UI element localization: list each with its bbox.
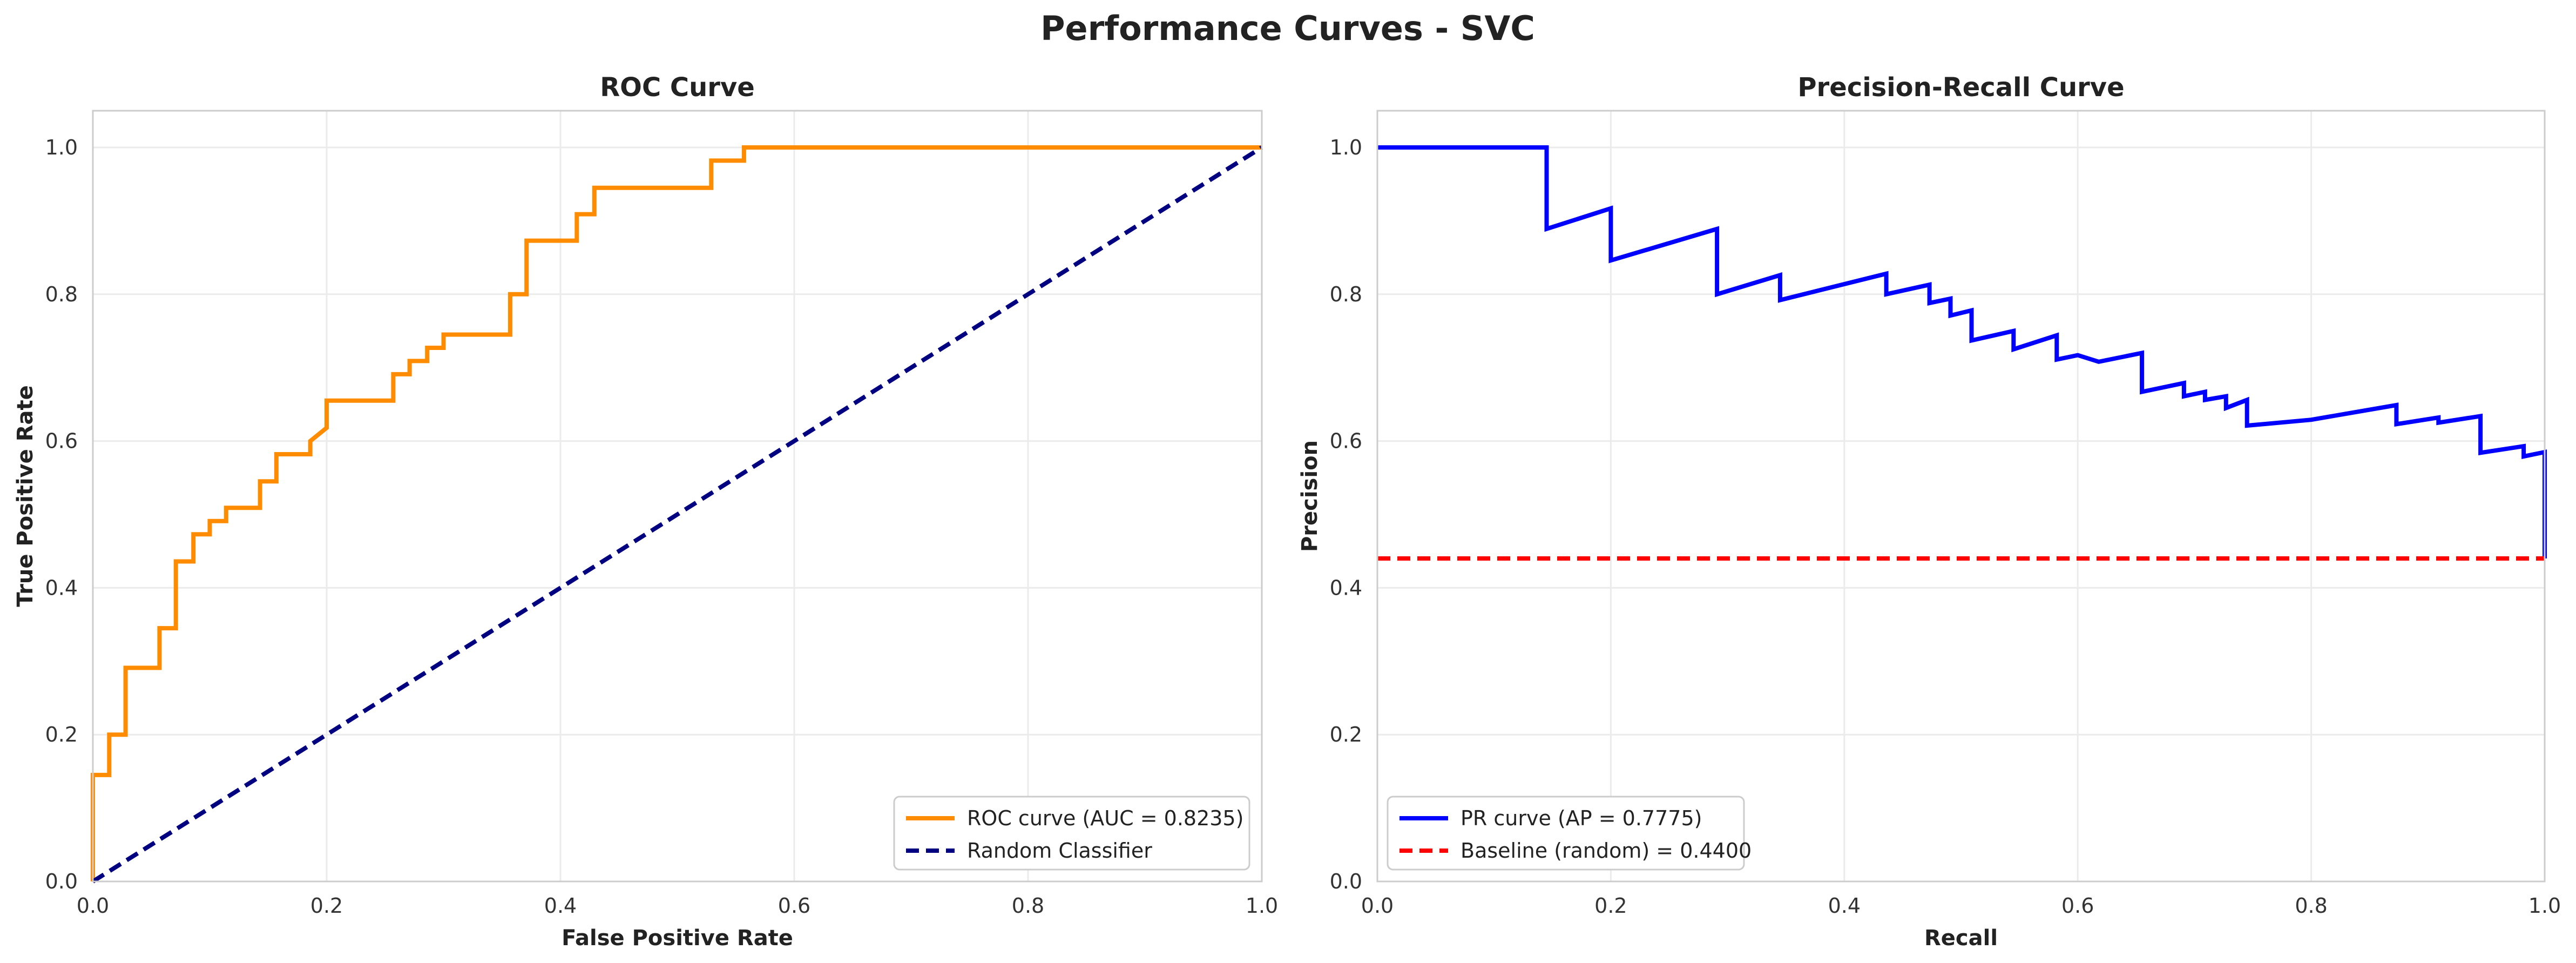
pr-legend-label-1: Baseline (random) = 0.4400 <box>1461 839 1752 863</box>
pr-ytick-label-5: 1.0 <box>1330 136 1362 159</box>
roc-xtick-label-4: 0.8 <box>1012 894 1044 918</box>
roc-xtick-label-0: 0.0 <box>77 894 109 918</box>
pr-legend-box <box>1387 796 1745 871</box>
roc-xtick-label-1: 0.2 <box>310 894 343 918</box>
pr-xtick-label-2: 0.4 <box>1828 894 1861 918</box>
pr-series-0-line <box>1377 145 2547 558</box>
pr-panel: 0.0 0.2 0.4 0.6 0.8 1.0 0.0 0.2 0.4 0.6 0.8 1.0 Prec… <box>1297 72 2561 951</box>
pr-axes-frame <box>1376 110 2546 883</box>
roc-ytick-label-0: 0.0 <box>45 870 78 893</box>
pr-ytick-label-4: 0.8 <box>1330 282 1362 306</box>
roc-legend-label-0: ROC curve (AUC = 0.8235) <box>967 806 1243 830</box>
roc-xtick-label-5: 1.0 <box>1246 894 1278 918</box>
pr-xtick-label-3: 0.6 <box>2061 894 2094 918</box>
pr-legend-label-0: PR curve (AP = 0.7775) <box>1461 806 1702 830</box>
pr-ylabel: Precision <box>1297 440 1322 552</box>
roc-ytick-label-3: 0.6 <box>45 429 78 453</box>
roc-series-0-line <box>91 145 1262 881</box>
pr-xtick-label-5: 1.0 <box>2528 894 2561 918</box>
roc-axes-frame <box>92 110 1263 883</box>
figure-title: Performance Curves - SVC <box>1040 9 1535 48</box>
pr-ytick-label-3: 0.6 <box>1330 429 1362 453</box>
roc-xlabel: False Positive Rate <box>562 926 793 951</box>
pr-xtick-label-0: 0.0 <box>1361 894 1394 918</box>
roc-xtick-label-3: 0.6 <box>778 894 810 918</box>
roc-legend-label-1: Random Classifier <box>967 839 1152 863</box>
pr-ytick-label-2: 0.4 <box>1330 576 1362 600</box>
roc-ytick-label-5: 1.0 <box>45 136 78 159</box>
roc-ylabel: True Positive Rate <box>13 385 38 607</box>
roc-legend-box <box>893 796 1250 871</box>
roc-ytick-label-4: 0.8 <box>45 282 78 306</box>
pr-title: Precision-Recall Curve <box>1797 72 2124 103</box>
pr-xtick-label-1: 0.2 <box>1594 894 1627 918</box>
pr-xtick-label-4: 0.8 <box>2295 894 2327 918</box>
roc-series-1-line <box>91 145 1263 884</box>
roc-ytick-label-1: 0.2 <box>45 723 78 746</box>
roc-xtick-label-2: 0.4 <box>544 894 577 918</box>
roc-ytick-label-2: 0.4 <box>45 576 78 600</box>
pr-xlabel: Recall <box>1924 926 1998 951</box>
pr-ytick-label-1: 0.2 <box>1330 723 1362 746</box>
roc-title: ROC Curve <box>600 72 755 103</box>
pr-ytick-label-0: 0.0 <box>1330 870 1362 893</box>
roc-legend: ROC curve (AUC = 0.8235) Random Classifie… <box>893 796 1250 871</box>
pr-legend: PR curve (AP = 0.7775) Baseline (random) … <box>1387 796 1752 871</box>
roc-panel: 0.0 0.2 0.4 0.6 0.8 1.0 0.0 0.2 0.4 0.6 0.8 1.0 ROC … <box>13 72 1278 951</box>
